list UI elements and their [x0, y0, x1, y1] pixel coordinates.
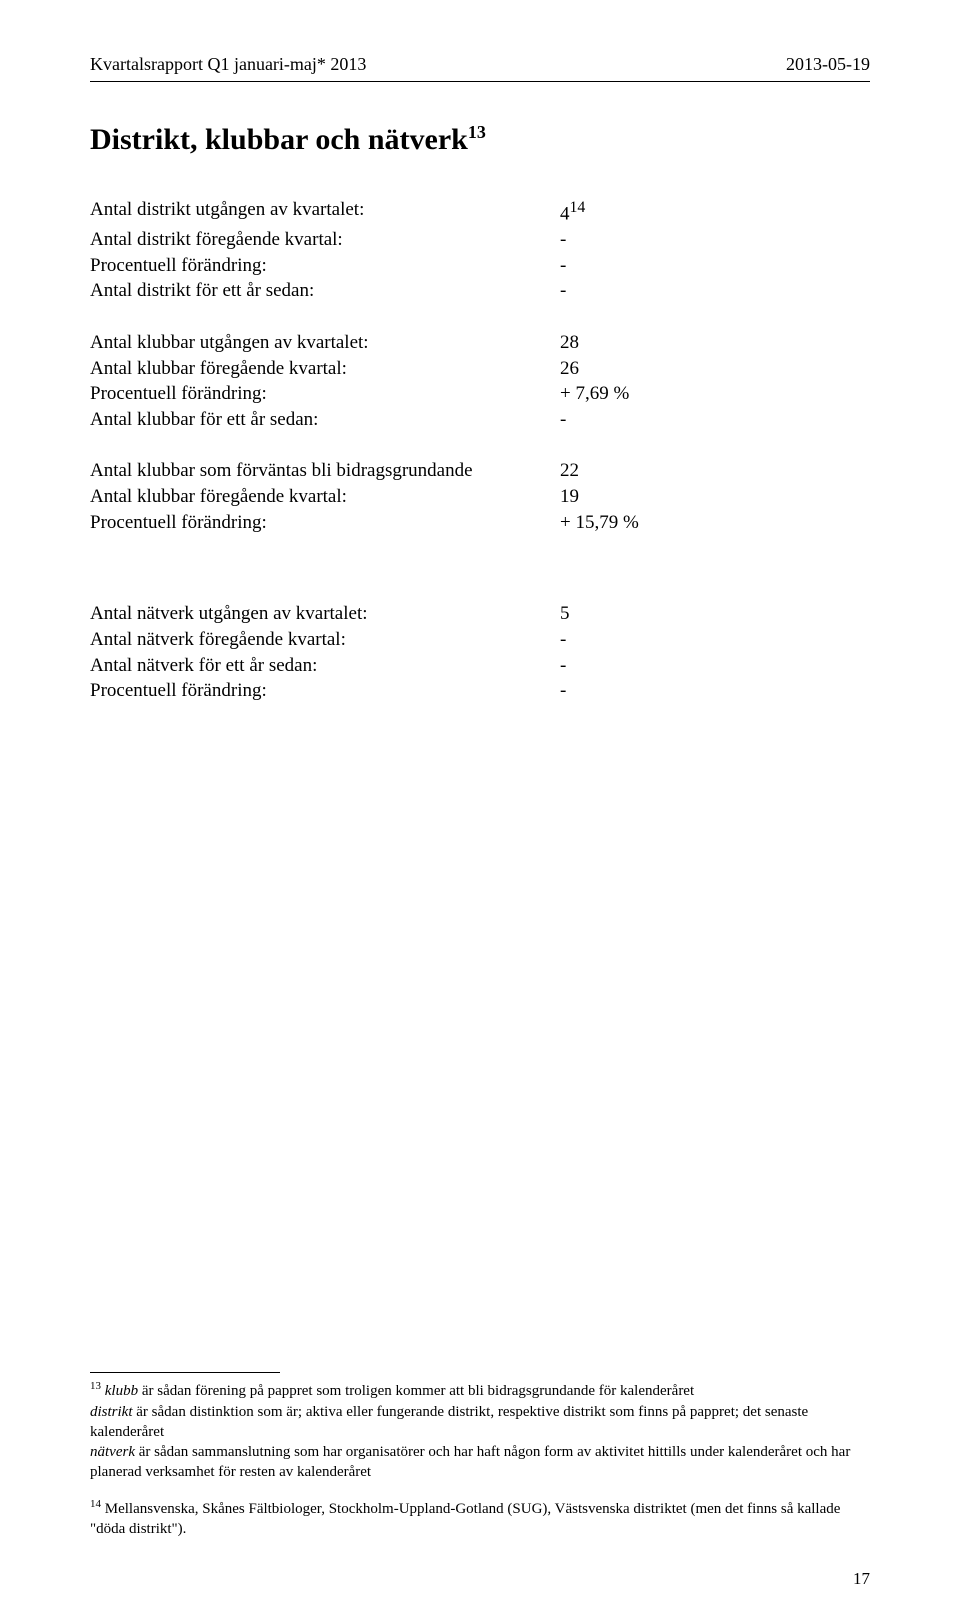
stat-label: Procentuell förändring: — [90, 510, 560, 536]
stat-block-klubbar-forvantas: Antal klubbar som förväntas bli bidragsg… — [90, 458, 870, 535]
stat-value: - — [560, 407, 870, 433]
stat-row: Procentuell förändring: + 7,69 % — [90, 381, 870, 407]
stat-row: Antal nätverk utgången av kvartalet: 5 — [90, 601, 870, 627]
stat-block-natverk: Antal nätverk utgången av kvartalet: 5 A… — [90, 601, 870, 704]
stat-row: Procentuell förändring: + 15,79 % — [90, 510, 870, 536]
stat-row: Antal distrikt för ett år sedan: - — [90, 278, 870, 304]
footnote-text: är sådan förening på pappret som trolige… — [138, 1383, 694, 1399]
stat-row: Antal nätverk för ett år sedan: - — [90, 653, 870, 679]
stat-value: + 7,69 % — [560, 381, 870, 407]
stat-label: Antal nätverk utgången av kvartalet: — [90, 601, 560, 627]
stat-value: - — [560, 278, 870, 304]
stat-label: Antal klubbar föregående kvartal: — [90, 356, 560, 382]
footnote-italic: nätverk — [90, 1444, 135, 1460]
stat-label: Procentuell förändring: — [90, 253, 560, 279]
footnote-italic: klubb — [105, 1383, 138, 1399]
stat-label: Antal distrikt utgången av kvartalet: — [90, 197, 560, 227]
header-rule — [90, 81, 870, 82]
stat-label: Antal klubbar som förväntas bli bidragsg… — [90, 458, 560, 484]
stat-value: 19 — [560, 484, 870, 510]
footnote-text: är sådan distinktion som är; aktiva elle… — [90, 1404, 808, 1440]
stat-value: - — [560, 653, 870, 679]
stat-row: Procentuell förändring: - — [90, 678, 870, 704]
stat-row: Antal klubbar utgången av kvartalet: 28 — [90, 330, 870, 356]
footnote-italic: distrikt — [90, 1404, 133, 1420]
title-text: Distrikt, klubbar och nätverk — [90, 123, 468, 156]
stat-row: Antal distrikt utgången av kvartalet: 41… — [90, 197, 870, 227]
stat-row: Antal klubbar föregående kvartal: 26 — [90, 356, 870, 382]
footnote-number: 14 — [90, 1498, 101, 1510]
footnote-number: 13 — [90, 1380, 101, 1392]
stat-label: Procentuell förändring: — [90, 678, 560, 704]
stat-row: Antal klubbar för ett år sedan: - — [90, 407, 870, 433]
stat-value: - — [560, 627, 870, 653]
stat-row: Antal klubbar föregående kvartal: 19 — [90, 484, 870, 510]
header-left: Kvartalsrapport Q1 januari-maj* 2013 — [90, 54, 366, 75]
title-footnote-ref: 13 — [468, 122, 486, 142]
stat-label: Procentuell förändring: — [90, 381, 560, 407]
spacer — [90, 561, 870, 601]
stat-label: Antal distrikt föregående kvartal: — [90, 227, 560, 253]
stat-label: Antal klubbar utgången av kvartalet: — [90, 330, 560, 356]
stat-row: Antal klubbar som förväntas bli bidragsg… — [90, 458, 870, 484]
stat-value: - — [560, 678, 870, 704]
footnote-text: är sådan sammanslutning som har organisa… — [90, 1444, 850, 1480]
footnote-ref-14: 14 — [570, 199, 586, 216]
stat-value: 414 — [560, 197, 870, 227]
footnote-14: 14 Mellansvenska, Skånes Fältbiologer, S… — [90, 1497, 870, 1540]
footnotes: 13 klubb är sådan förening på pappret so… — [90, 1372, 870, 1553]
stat-label: Antal nätverk föregående kvartal: — [90, 627, 560, 653]
stat-value: + 15,79 % — [560, 510, 870, 536]
stat-value: - — [560, 253, 870, 279]
page-header: Kvartalsrapport Q1 januari-maj* 2013 201… — [90, 54, 870, 81]
page-title: Distrikt, klubbar och nätverk13 — [90, 122, 870, 157]
stat-label: Antal klubbar för ett år sedan: — [90, 407, 560, 433]
header-right: 2013-05-19 — [786, 54, 870, 75]
footnote-text: Mellansvenska, Skånes Fältbiologer, Stoc… — [90, 1501, 840, 1537]
stat-value: 22 — [560, 458, 870, 484]
page: Kvartalsrapport Q1 januari-maj* 2013 201… — [0, 0, 960, 1613]
footnote-13: 13 klubb är sådan förening på pappret so… — [90, 1379, 870, 1482]
stat-row: Antal nätverk föregående kvartal: - — [90, 627, 870, 653]
stat-value: 5 — [560, 601, 870, 627]
stat-value: - — [560, 227, 870, 253]
stat-row: Antal distrikt föregående kvartal: - — [90, 227, 870, 253]
stat-row: Procentuell förändring: - — [90, 253, 870, 279]
footnote-separator — [90, 1372, 280, 1373]
stat-block-distrikt: Antal distrikt utgången av kvartalet: 41… — [90, 197, 870, 304]
stat-value: 26 — [560, 356, 870, 382]
page-number: 17 — [853, 1569, 870, 1589]
stat-label: Antal nätverk för ett år sedan: — [90, 653, 560, 679]
stat-label: Antal klubbar föregående kvartal: — [90, 484, 560, 510]
stat-label: Antal distrikt för ett år sedan: — [90, 278, 560, 304]
stat-block-klubbar: Antal klubbar utgången av kvartalet: 28 … — [90, 330, 870, 433]
stat-value: 28 — [560, 330, 870, 356]
